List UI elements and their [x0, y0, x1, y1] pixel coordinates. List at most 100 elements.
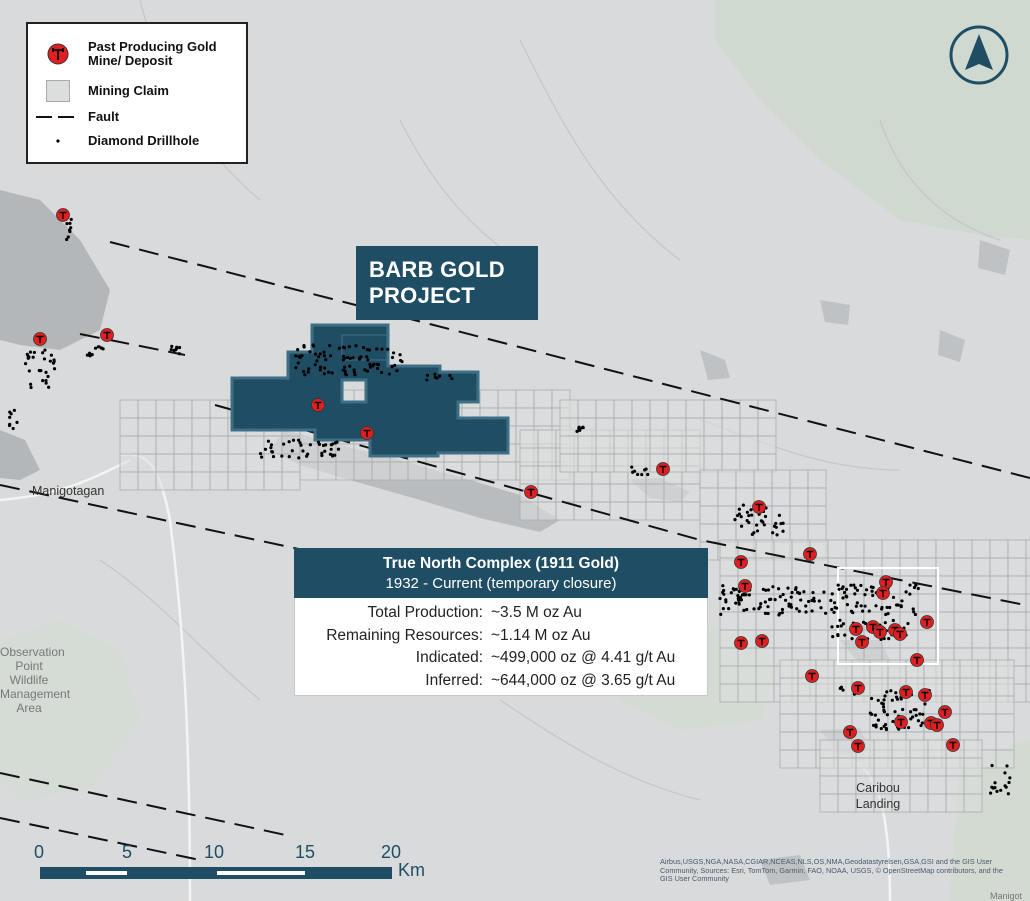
drillhole [448, 373, 452, 378]
drillhole [771, 585, 775, 589]
info-row-value: ~3.5 M oz Au [491, 604, 582, 622]
mining-claim [739, 399, 759, 419]
mine-marker [524, 485, 538, 499]
mining-claim [815, 695, 835, 715]
mining-claim [613, 453, 633, 473]
drillhole [752, 607, 756, 611]
drillhole-dot-icon [56, 139, 60, 143]
mine-marker [873, 625, 887, 639]
drillhole [777, 613, 781, 617]
mine-marker [100, 328, 114, 342]
drillhole [301, 449, 305, 453]
drillhole [757, 607, 761, 611]
mine-marker [855, 635, 869, 649]
drillhole [869, 696, 874, 701]
drillhole [44, 370, 48, 374]
mining-claim [577, 453, 597, 473]
drillhole [301, 369, 306, 374]
drillhole [1006, 792, 1010, 796]
drillhole [993, 781, 997, 785]
caribou-line-2: Landing [855, 797, 901, 811]
drillhole [783, 598, 788, 602]
drillhole [362, 345, 366, 350]
drillhole [437, 374, 442, 378]
mine-marker [56, 208, 70, 222]
drillhole [15, 420, 19, 424]
drillhole [729, 591, 733, 595]
obs-line-4: Management [0, 687, 71, 701]
drillhole [68, 221, 72, 225]
mining-claim [953, 611, 973, 631]
drillhole [899, 605, 903, 609]
drillhole [259, 455, 264, 459]
drillhole [348, 364, 352, 368]
place-label-observation-point: Observation Point Wildlife Management Ar… [0, 645, 71, 715]
drillhole [363, 368, 367, 372]
mining-claim [137, 399, 157, 419]
drillhole [323, 366, 327, 370]
mining-claim [989, 539, 1009, 559]
drillhole [177, 345, 182, 350]
mining-claim [945, 793, 965, 813]
drillhole [907, 725, 911, 730]
mining-claim [995, 659, 1015, 679]
drillhole [322, 372, 326, 376]
mining-claim [807, 523, 827, 543]
claim-swatch-icon [46, 80, 70, 102]
mining-claim [719, 539, 739, 559]
mining-claim [971, 539, 991, 559]
mining-claim [909, 757, 929, 777]
drillhole [773, 598, 777, 602]
drillhole [913, 612, 918, 617]
mining-claim [609, 483, 629, 503]
drillhole [824, 611, 828, 615]
drillhole [11, 426, 15, 431]
drillhole [999, 788, 1003, 792]
drillhole [631, 470, 635, 474]
mining-claim [631, 399, 651, 419]
mining-claim [963, 775, 983, 795]
mining-claim [1025, 665, 1030, 685]
mining-claim [971, 611, 991, 631]
drillhole [737, 512, 742, 516]
drillhole [27, 369, 31, 373]
mining-claim [927, 775, 947, 795]
drillhole [747, 513, 751, 518]
mining-claim [703, 399, 723, 419]
mining-claim [407, 461, 427, 481]
drillhole [296, 348, 300, 352]
drillhole [819, 606, 823, 610]
drillhole [912, 610, 916, 614]
mining-claim [191, 417, 211, 437]
drillhole [646, 472, 650, 477]
mining-claim [649, 399, 669, 419]
mining-claim [263, 471, 283, 491]
drillhole [807, 599, 811, 604]
drillhole [290, 449, 294, 453]
mining-claim [779, 731, 799, 751]
drillhole [12, 408, 16, 412]
drillhole [887, 637, 891, 641]
drillhole [321, 443, 326, 448]
mining-claim [559, 399, 579, 419]
mining-claim [735, 469, 755, 489]
drillhole [893, 710, 897, 714]
mining-claim [797, 731, 817, 751]
lake-west [0, 190, 110, 350]
drillhole [1008, 776, 1012, 780]
legend-label-claim: Mining Claim [88, 83, 169, 98]
drillhole [774, 521, 778, 526]
drillhole [885, 713, 889, 717]
drillhole [745, 519, 749, 523]
mine-marker [33, 332, 47, 346]
drillhole [29, 385, 33, 390]
drillhole [8, 422, 12, 426]
mine-marker [946, 738, 960, 752]
drillhole [864, 588, 869, 592]
drillhole [891, 595, 896, 600]
mining-claim [789, 505, 809, 525]
drillhole [46, 374, 50, 379]
drillhole [271, 454, 276, 459]
drillhole [308, 443, 312, 447]
